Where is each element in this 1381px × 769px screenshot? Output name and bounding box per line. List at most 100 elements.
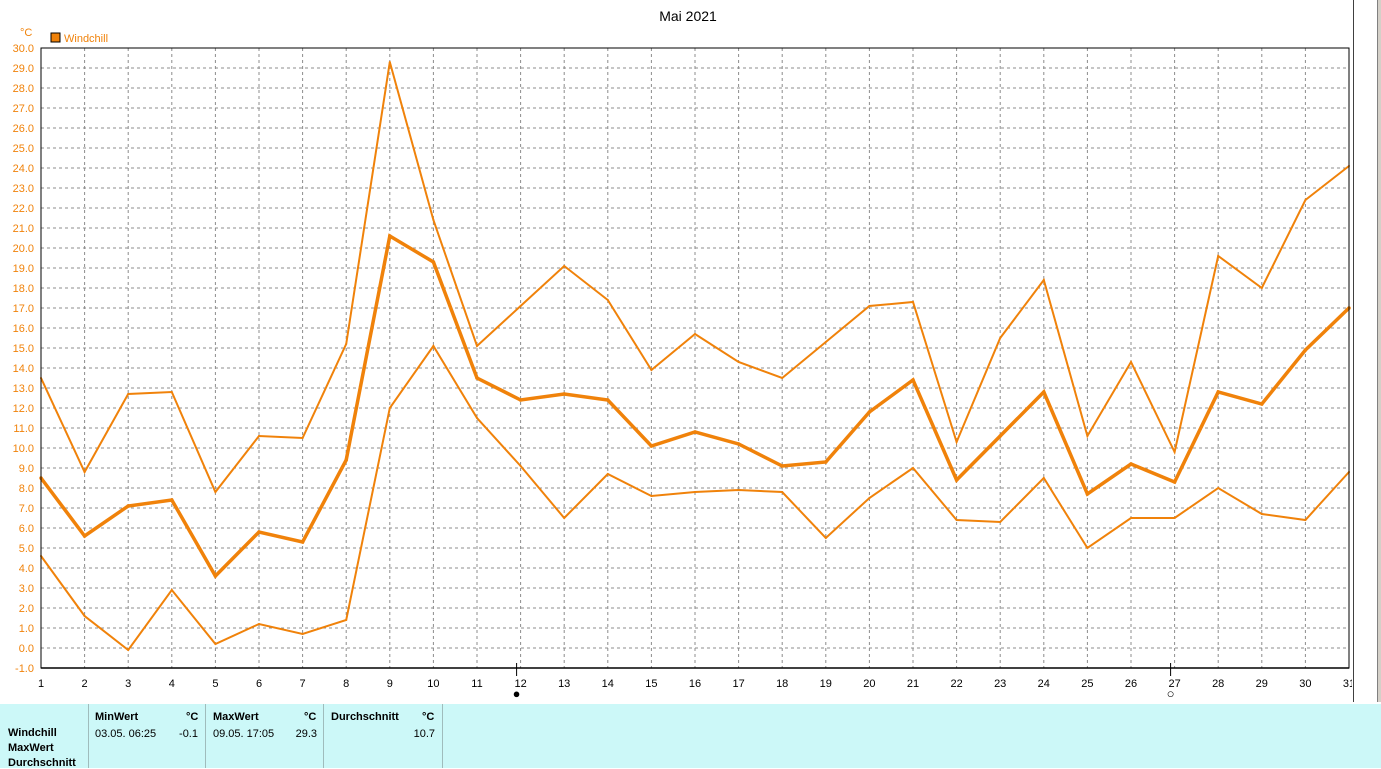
y-tick-label: 21.0	[13, 223, 34, 235]
y-tick-label: 28.0	[13, 83, 34, 95]
x-tick-label: 10	[427, 678, 439, 690]
moon-phase-icon: ○	[1167, 686, 1175, 701]
data-point-min	[1217, 487, 1220, 489]
data-point-durchschnitt	[606, 398, 610, 402]
data-point-max	[781, 377, 784, 379]
data-point-durchschnitt	[213, 574, 218, 578]
y-tick-label: 22.0	[13, 203, 34, 215]
x-tick-label: 28	[1212, 678, 1224, 690]
y-axis-unit: °C	[20, 27, 32, 39]
y-tick-label: 19.0	[13, 263, 34, 275]
y-tick-label: 15.0	[13, 343, 34, 355]
data-point-min	[1304, 519, 1307, 521]
data-point-max	[301, 437, 304, 439]
y-tick-label: 6.0	[19, 523, 34, 535]
data-point-max	[1173, 451, 1176, 453]
data-point-durchschnitt	[1172, 480, 1177, 484]
y-tick-label: 29.0	[13, 63, 34, 75]
data-point-min	[258, 623, 260, 625]
y-tick-label: 9.0	[19, 463, 34, 475]
data-point-max	[1130, 361, 1132, 363]
data-point-max	[127, 393, 130, 395]
data-point-durchschnitt	[693, 430, 697, 434]
data-point-durchschnitt	[1042, 390, 1046, 394]
data-point-durchschnitt	[911, 378, 915, 382]
y-tick-label: 18.0	[13, 283, 34, 295]
data-point-min	[824, 537, 827, 539]
data-point-min	[388, 407, 391, 409]
data-point-max	[650, 369, 653, 371]
y-tick-label: 4.0	[19, 563, 34, 575]
y-tick-label: 11.0	[13, 423, 34, 435]
data-point-min	[868, 497, 871, 499]
minwert-header: MinWert	[95, 711, 139, 723]
data-point-min	[476, 417, 478, 419]
durchschnitt-value: 10.7	[413, 728, 435, 740]
data-point-durchschnitt	[344, 458, 348, 462]
x-tick-label: 29	[1256, 678, 1268, 690]
y-tick-label: 27.0	[13, 103, 34, 115]
stats-panel: Windchill MaxWert Durchschnitt MinWert °…	[0, 704, 1381, 769]
data-point-max	[432, 219, 435, 221]
x-tick-label: 24	[1038, 678, 1050, 690]
data-point-max	[1042, 279, 1045, 281]
data-point-durchschnitt	[1085, 492, 1090, 496]
data-point-max	[737, 361, 740, 363]
data-point-durchschnitt	[1303, 348, 1308, 352]
data-point-min	[83, 615, 86, 617]
x-tick-label: 8	[343, 678, 349, 690]
x-tick-label: 9	[387, 678, 393, 690]
data-point-min	[214, 643, 217, 645]
data-point-max	[83, 471, 86, 473]
data-point-min	[519, 465, 522, 467]
data-point-durchschnitt	[954, 478, 959, 482]
x-tick-label: 5	[212, 678, 218, 690]
data-point-min	[694, 491, 696, 493]
data-point-max	[824, 341, 827, 343]
data-point-min	[1086, 547, 1089, 549]
data-point-durchschnitt	[431, 260, 436, 264]
x-tick-label: 19	[820, 678, 832, 690]
data-point-min	[1260, 513, 1263, 515]
data-point-durchschnitt	[780, 464, 784, 468]
data-point-durchschnitt	[170, 498, 174, 502]
x-tick-label: 16	[689, 678, 701, 690]
legend-label: Windchill	[64, 33, 108, 45]
x-tick-label: 14	[602, 678, 614, 690]
data-point-max	[258, 435, 260, 437]
durchschnitt-column: Durchschnitt °C 10.7	[323, 704, 443, 768]
data-point-min	[301, 633, 304, 635]
y-tick-label: 24.0	[13, 163, 34, 175]
y-tick-label: 2.0	[19, 603, 34, 615]
data-point-durchschnitt	[867, 410, 872, 414]
data-point-durchschnitt	[1129, 462, 1133, 466]
data-point-max	[563, 265, 566, 267]
data-point-max	[999, 337, 1002, 339]
data-point-min	[781, 491, 784, 493]
data-point-durchschnitt	[649, 444, 654, 448]
data-point-durchschnitt	[126, 504, 130, 508]
y-tick-label: 10.0	[13, 443, 34, 455]
y-tick-label: 20.0	[13, 243, 34, 255]
y-tick-label: 0.0	[19, 643, 34, 655]
data-point-min	[432, 345, 435, 347]
y-tick-label: 14.0	[13, 363, 34, 375]
y-tick-label: 3.0	[19, 583, 34, 595]
minwert-value: -0.1	[179, 728, 198, 740]
data-point-durchschnitt	[300, 540, 305, 544]
data-point-max	[606, 299, 609, 301]
data-point-max	[912, 301, 914, 303]
x-tick-label: 30	[1299, 678, 1311, 690]
x-tick-label: 2	[82, 678, 88, 690]
data-point-durchschnitt	[1260, 402, 1264, 406]
maxwert-column: MaxWert °C 09.05. 17:05 29.3	[205, 704, 324, 768]
data-point-durchschnitt	[562, 392, 566, 396]
data-point-min	[563, 517, 566, 519]
data-point-durchschnitt	[257, 530, 261, 534]
minwert-column: MinWert °C 03.05. 06:25 -0.1	[88, 704, 206, 768]
data-point-min	[1042, 477, 1045, 479]
maxwert-header: MaxWert	[213, 711, 259, 723]
right-window-strip	[1352, 0, 1381, 768]
data-point-durchschnitt	[475, 376, 479, 380]
x-tick-label: 3	[125, 678, 131, 690]
